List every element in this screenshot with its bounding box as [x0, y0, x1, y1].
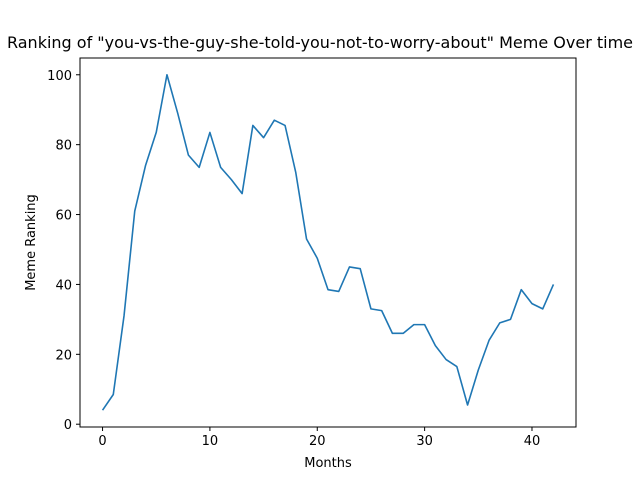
y-tick-label: 0 [64, 418, 72, 433]
y-tick-label: 20 [55, 348, 72, 363]
x-tick-label: 40 [524, 434, 541, 449]
y-tick-label: 80 [55, 139, 72, 154]
x-tick-label: 10 [202, 434, 219, 449]
chart-title: Ranking of "you-vs-the-guy-she-told-you-… [7, 33, 633, 52]
series-line-0 [101, 73, 555, 411]
y-axis: 0 20 40 60 80 100 [47, 69, 80, 433]
x-axis: 0 10 20 30 40 [98, 427, 540, 449]
x-axis-label: Months [304, 456, 352, 471]
axes-frame [79, 57, 577, 428]
y-axis-label: Meme Ranking [24, 194, 39, 291]
plot-area [101, 73, 555, 411]
x-tick-label: 30 [416, 434, 433, 449]
y-tick-label: 40 [55, 278, 72, 293]
x-tick-label: 0 [98, 434, 106, 449]
y-tick-label: 60 [55, 209, 72, 224]
x-tick-label: 20 [309, 434, 326, 449]
y-tick-label: 100 [47, 69, 72, 84]
